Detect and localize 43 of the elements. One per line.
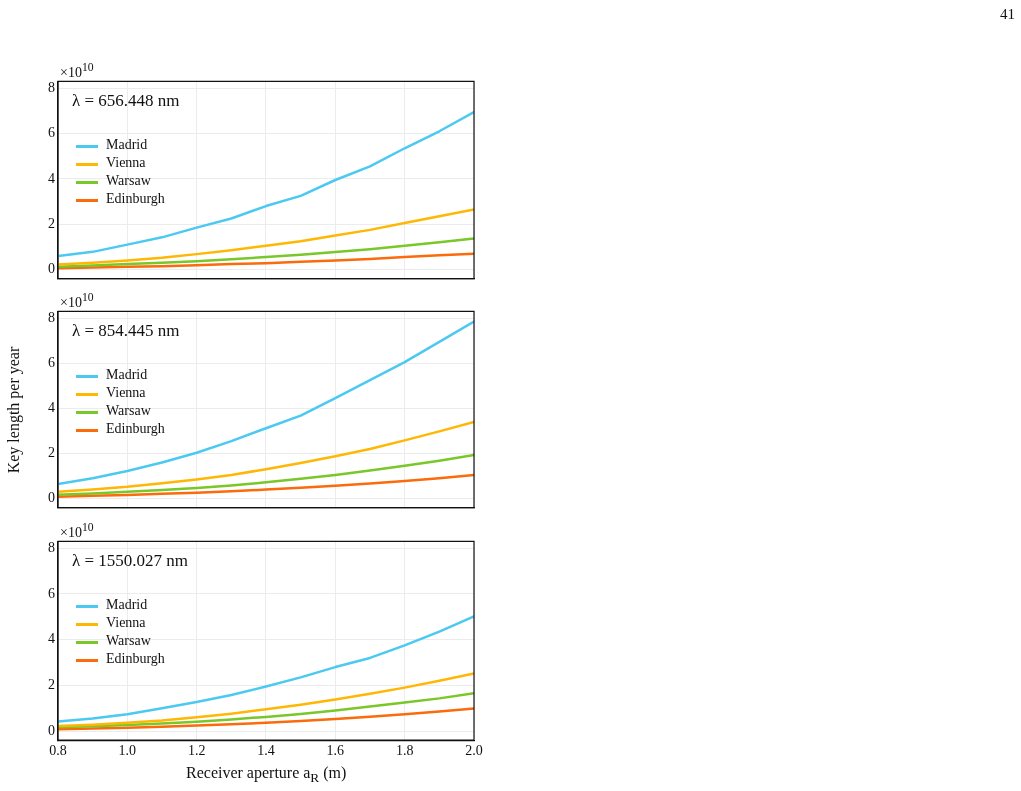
y-tick-label: 2 bbox=[48, 677, 55, 693]
y-tick-label: 2 bbox=[48, 215, 55, 231]
y-tick-label: 8 bbox=[48, 79, 55, 95]
text: ×10$^{10}$ bbox=[60, 291, 94, 312]
text: 41 bbox=[1000, 6, 1015, 23]
legend-label: Edinburgh bbox=[105, 420, 165, 439]
x-tick-label: 1.6 bbox=[326, 743, 345, 759]
y-tick-label: 0 bbox=[48, 261, 55, 277]
y-tick-label: 4 bbox=[48, 170, 55, 186]
x-tick-label: 1.8 bbox=[395, 743, 414, 759]
legend-label: Warsaw bbox=[105, 402, 152, 421]
text: λ = 854.445 nm bbox=[72, 321, 180, 342]
text: ×10$^{10}$ bbox=[60, 61, 94, 82]
y-tick-label: 4 bbox=[48, 400, 55, 416]
legend-label: Madrid bbox=[105, 366, 149, 385]
y-tick-label: 0 bbox=[48, 490, 55, 506]
x-tick-label: 0.8 bbox=[49, 743, 67, 759]
y-tick-label: 2 bbox=[48, 445, 55, 461]
legend-label: Vienna bbox=[105, 614, 147, 633]
legend-label: Edinburgh bbox=[105, 650, 165, 669]
text: λ = 656.448 nm bbox=[72, 91, 180, 112]
y-tick-label: 6 bbox=[48, 354, 55, 370]
y-tick-label: 4 bbox=[48, 631, 55, 647]
x-tick-label: 1.2 bbox=[187, 743, 206, 759]
text: ×10$^{10}$ bbox=[60, 521, 94, 542]
y-tick-label: 6 bbox=[48, 585, 55, 601]
legend-label: Madrid bbox=[105, 596, 149, 615]
x-tick-label: 1.4 bbox=[257, 743, 275, 759]
legend-label: Vienna bbox=[105, 384, 147, 403]
legend-label: Warsaw bbox=[105, 172, 152, 191]
text: λ = 1550.027 nm bbox=[72, 551, 189, 572]
y-axis-title: Key length per year bbox=[4, 346, 23, 473]
y-tick-label: 6 bbox=[48, 125, 55, 141]
x-tick-label: 2.0 bbox=[465, 743, 483, 759]
legend-label: Warsaw bbox=[105, 632, 152, 651]
y-tick-label: 0 bbox=[48, 722, 55, 738]
x-axis-title: Receiver aperture a$_{R}$ (m) bbox=[186, 764, 347, 787]
x-tick-label: 1.0 bbox=[118, 743, 137, 759]
legend-label: Madrid bbox=[105, 136, 149, 155]
y-tick-label: 8 bbox=[48, 539, 55, 555]
legend-label: Edinburgh bbox=[105, 190, 165, 209]
legend-label: Vienna bbox=[105, 154, 147, 173]
y-tick-label: 8 bbox=[48, 309, 55, 325]
